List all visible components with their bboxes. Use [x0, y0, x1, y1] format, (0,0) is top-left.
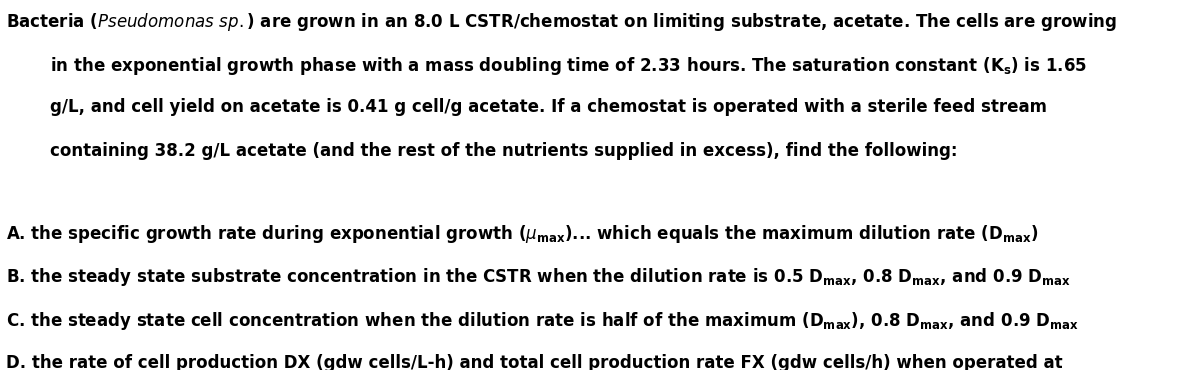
Text: A. the specific growth rate during exponential growth ($\mu_{\mathbf{max}}$)... : A. the specific growth rate during expon… [6, 223, 1039, 245]
Text: C. the steady state cell concentration when the dilution rate is half of the max: C. the steady state cell concentration w… [6, 310, 1079, 332]
Text: containing 38.2 g/L acetate (and the rest of the nutrients supplied in excess), : containing 38.2 g/L acetate (and the res… [50, 142, 958, 160]
Text: g/L, and cell yield on acetate is 0.41 g cell/g acetate. If a chemostat is opera: g/L, and cell yield on acetate is 0.41 g… [50, 98, 1048, 117]
Text: in the exponential growth phase with a mass doubling time of 2.33 hours. The sat: in the exponential growth phase with a m… [50, 55, 1087, 77]
Text: D. the rate of cell production DX (gdw cells/L-h) and total cell production rate: D. the rate of cell production DX (gdw c… [6, 354, 1063, 370]
Text: Bacteria ($\bf{\it{Pseudomonas\ sp.}}$) are grown in an 8.0 L CSTR/chemostat on : Bacteria ($\bf{\it{Pseudomonas\ sp.}}$) … [6, 11, 1117, 33]
Text: B. the steady state substrate concentration in the CSTR when the dilution rate i: B. the steady state substrate concentrat… [6, 266, 1072, 288]
